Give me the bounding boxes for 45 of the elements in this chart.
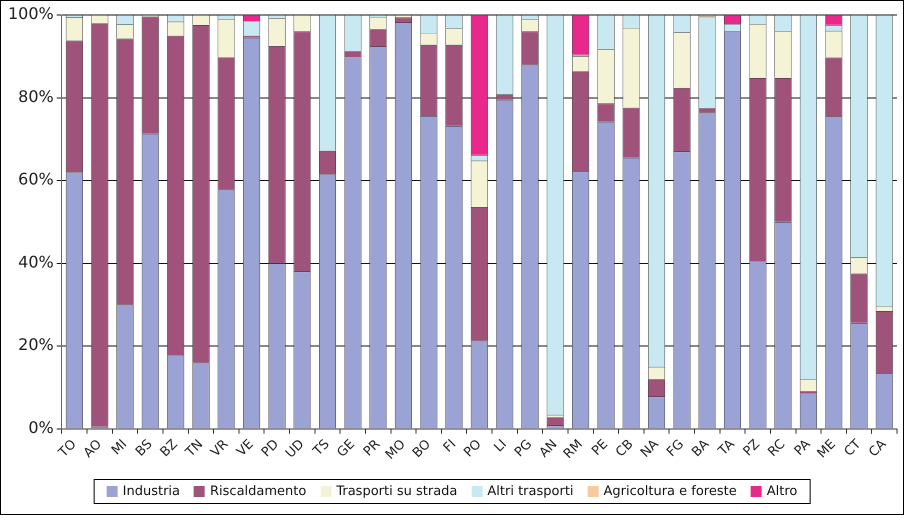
x-tick-label: ME <box>814 436 839 462</box>
x-tick-label: VE <box>234 436 257 460</box>
x-tick-label: PO <box>461 436 485 460</box>
y-tick-label: 100% <box>8 4 54 24</box>
x-tick-label: UD <box>282 436 308 462</box>
legend-label: Riscaldamento <box>210 484 306 499</box>
x-tick-label: PA <box>792 436 814 459</box>
y-tick-label: 60% <box>18 170 54 189</box>
x-tick-label: BS <box>132 436 156 460</box>
x-tick-label: PE <box>589 436 612 459</box>
x-tick-label: BO <box>410 436 434 461</box>
x-tick-label: CB <box>613 436 636 460</box>
legend-label: Industria <box>122 484 180 499</box>
x-tick-label: CT <box>842 436 864 460</box>
x-tick-label: TA <box>715 436 738 460</box>
legend-label: Agricoltura e foreste <box>604 484 737 499</box>
x-tick-label: BA <box>689 436 712 460</box>
x-tick-label: FG <box>664 436 688 460</box>
x-tick-label: FI <box>440 436 460 456</box>
x-tick-label: AO <box>80 436 105 461</box>
x-tick-label: TS <box>310 436 333 460</box>
x-tick-label: MO <box>382 436 409 463</box>
x-tick-label: MI <box>108 436 130 458</box>
x-tick-label: CA <box>866 436 890 460</box>
legend-label: Altro <box>766 484 798 499</box>
x-tick-label: RM <box>560 436 586 462</box>
x-tick-label: RC <box>765 436 788 460</box>
y-tick-label: 80% <box>18 86 54 106</box>
x-tick-label: PG <box>512 436 536 460</box>
x-tick-label: LI <box>491 436 510 456</box>
legend-label: Trasporti su strada <box>336 484 458 499</box>
x-tick-label: BZ <box>158 436 181 460</box>
x-tick-label: TO <box>55 436 80 462</box>
y-tick-label: 40% <box>18 252 54 272</box>
x-tick-label: PZ <box>740 436 764 460</box>
x-tick-label: NA <box>638 436 662 461</box>
y-tick-label: 20% <box>18 335 54 354</box>
legend-label: Altri trasporti <box>487 484 574 499</box>
y-tick-label: 0% <box>28 418 54 437</box>
x-tick-label: PD <box>258 436 282 460</box>
x-tick-label: AN <box>536 436 561 461</box>
x-tick-label: VR <box>208 436 232 460</box>
x-tick-label: GE <box>334 436 358 460</box>
x-tick-label: TN <box>182 436 206 461</box>
x-tick-label: PR <box>360 436 384 460</box>
